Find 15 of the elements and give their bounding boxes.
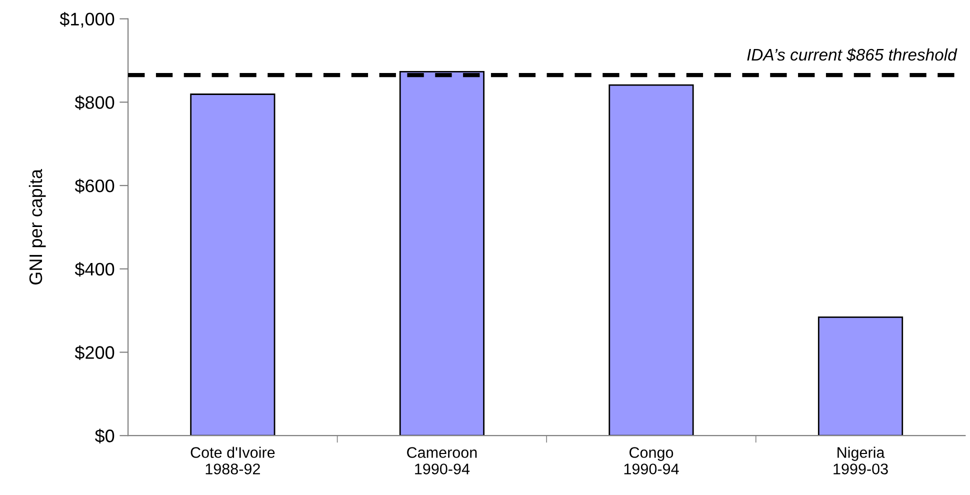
bar: [608, 84, 694, 436]
y-axis-title: GNI per capita: [28, 169, 46, 284]
y-tick-label: $800: [74, 95, 114, 110]
y-tick-label: $1,000: [60, 12, 114, 28]
bar: [818, 316, 904, 436]
y-tick-label: $0: [94, 428, 114, 444]
y-tick-label: $600: [74, 178, 114, 194]
bar: [190, 94, 276, 436]
ref-line-label: IDA’s current $865 threshold: [747, 48, 958, 62]
x-tick-label: Nigeria 1999-03: [834, 446, 888, 474]
y-tick-label: $200: [74, 345, 114, 360]
x-tick-label: Cote d'Ivoire 1988-92: [190, 446, 275, 474]
x-tick-label: Cameroon 1990-94: [407, 447, 477, 474]
x-tick-label: Congo 1990-94: [624, 447, 679, 474]
y-tick-label: $400: [74, 262, 114, 277]
